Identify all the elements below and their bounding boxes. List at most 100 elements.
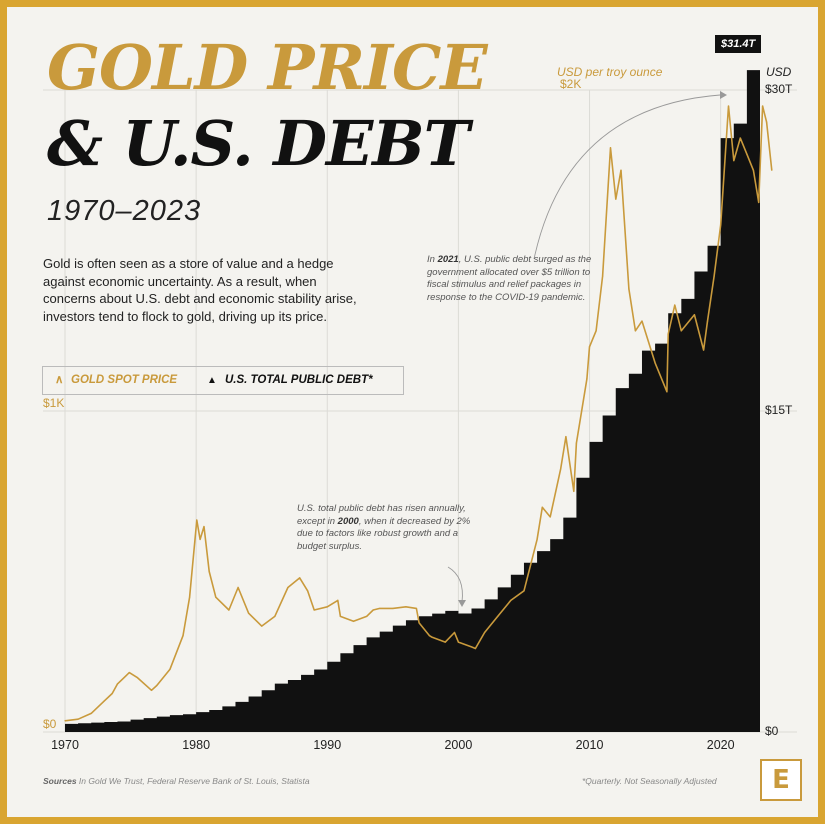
gold-price-point [680,330,682,332]
y-right-tick-label: $15T [765,403,793,417]
gold-price-point [182,635,184,637]
gold-price-point [199,538,201,541]
gold-price-point [667,333,669,335]
gold-price-point [237,586,239,589]
gold-price-point [313,609,315,611]
debt-series [65,60,760,733]
sources-text: In Gold We Trust, Federal Reserve Bank o… [78,776,310,786]
gold-price-point [588,346,591,348]
annotation-arrows [447,91,727,607]
intro-paragraph: Gold is often seen as a store of value a… [43,256,357,324]
gold-price-point [379,607,381,610]
gold-price-point [90,712,92,714]
right-axis-unit: USD [766,65,792,79]
gold-price-point [188,596,191,598]
x-tick-label: 1990 [313,738,342,752]
debt-area [65,60,760,733]
y-left-tick-label: $0 [43,717,57,731]
gold-price-point [196,519,198,521]
gold-price-point [720,224,722,226]
gold-price-point [306,590,309,592]
gold-price-point [392,607,394,610]
gold-price-point [739,137,741,139]
gold-price-point [287,586,289,589]
gold-price-point [444,641,446,643]
left-axis-unit: USD per troy ounce [557,65,663,79]
gold-price-point [169,668,171,671]
gold-price-point [372,609,374,611]
caret-up-icon: ∧ [55,374,64,386]
x-tick-label: 2000 [444,738,473,752]
gold-price-point [536,538,538,541]
gold-price-point [111,692,113,695]
gold-price-point [758,201,760,203]
gold-price-point [116,683,119,685]
gold-price-point [620,169,622,171]
arrowhead-icon [720,91,727,99]
infographic-panel: GOLD PRICE & U.S. DEBT 1970–2023 Gold is… [7,7,818,817]
gold-price-point [428,635,431,637]
gold-price-point [560,468,562,470]
gold-price-point [453,631,456,634]
gold-price-point [628,288,630,290]
legend-box: ∧ GOLD SPOT PRICE ▲ U.S. TOTAL PUBLIC DE… [42,366,404,395]
gold-price-point [339,615,341,618]
footnote: *Quarterly. Not Seasonally Adjusted [582,776,717,786]
gold-price-point [771,169,773,171]
gold-price-point [203,525,205,528]
gold-price-point [703,349,705,351]
gold-price-point [706,320,709,322]
gold-price-point [752,169,755,171]
annotation-2021-arrow [533,94,721,260]
gold-price-point [337,599,339,601]
x-tick-label: 2020 [706,738,735,752]
chart-svg [43,60,797,733]
title-line-2: & U.S. DEBT [47,107,470,180]
y-right-tick-label: $30T [765,82,793,96]
gold-price-point [415,607,418,610]
gold-price-point [713,275,715,277]
gold-price-point [136,676,138,679]
legend-gold-label: GOLD SPOT PRICE [71,374,178,386]
gold-price-point [549,516,551,518]
gold-price-point [103,700,105,702]
gold-price-point [156,684,158,687]
gold-price-point [575,442,578,444]
gold-price-point [405,606,407,608]
gold-price-point [602,275,604,277]
gold-price-point [541,506,543,508]
gold-price-point [299,577,301,579]
gold-price-point [228,609,230,611]
x-tick-label: 1970 [51,738,79,752]
gold-price-point [674,304,676,306]
gold-price-point [64,720,66,722]
gold-price-point [762,105,764,107]
publisher-logo: E [760,759,802,801]
gold-price-point [150,689,153,691]
sources-line: Sources In Gold We Trust, Federal Reserv… [43,776,310,786]
gold-price-point [615,198,617,200]
annotation-year-highlight: 2021 [437,254,459,265]
gold-price-point [470,646,473,648]
gold-price-point [128,672,130,674]
gold-price-point [641,320,643,322]
gold-price-point [523,590,525,592]
annotation-2021: In 2021, U.S. public debt surged as the … [427,254,592,303]
gold-price-point [634,330,637,332]
gold-price-point [474,647,477,650]
gold-price-point [654,362,656,364]
annotation-2000: U.S. total public debt has risen annuall… [297,503,471,552]
gold-price-point [431,636,433,638]
gold-price-point [497,615,499,618]
gold-price-point [733,160,735,162]
gold-series [64,105,773,722]
legend-debt-label: U.S. TOTAL PUBLIC DEBT* [225,374,373,386]
y-right-tick-label: $0 [765,724,779,738]
gold-price-point [573,490,575,492]
gold-price-point [595,330,597,332]
gold-price-point [693,314,696,316]
annotation-2000-arrow [447,566,463,603]
gold-price-point [418,622,420,624]
gold-price-point [666,391,668,393]
